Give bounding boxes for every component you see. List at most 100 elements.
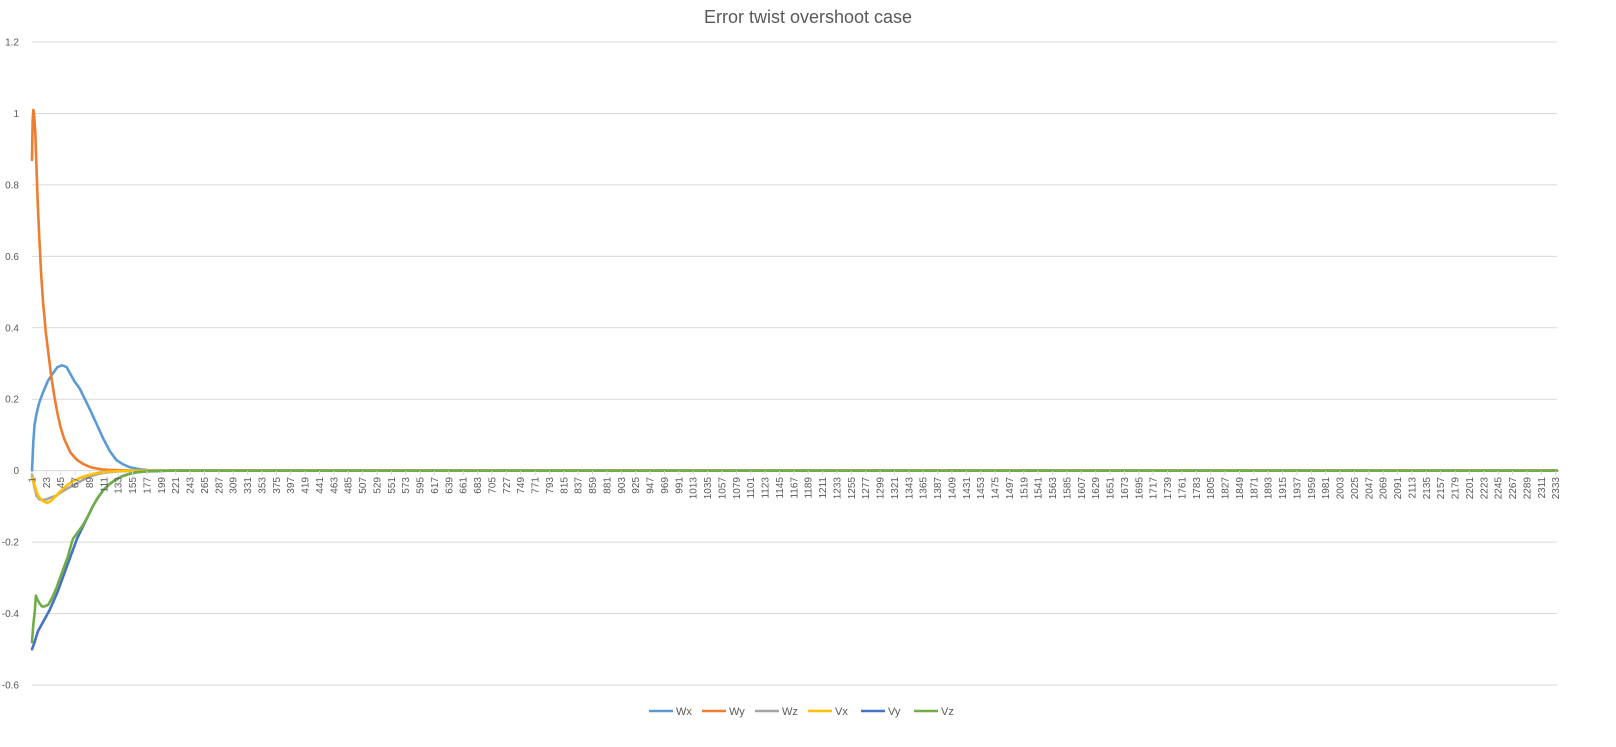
x-tick-label: 1717 (1149, 477, 1160, 500)
x-tick-label: 705 (487, 477, 498, 494)
x-tick-label: 595 (416, 477, 427, 494)
legend-label: Wx (676, 706, 692, 718)
x-tick-label: 2179 (1451, 477, 1462, 500)
x-tick-label: 573 (401, 477, 412, 494)
x-tick-label: 133 (114, 477, 125, 494)
x-tick-label: 2047 (1364, 477, 1375, 500)
x-tick-label: 265 (200, 477, 211, 494)
x-tick-label: 2025 (1350, 477, 1361, 500)
x-tick-label: 1761 (1177, 477, 1188, 500)
x-tick-label: 903 (617, 477, 628, 494)
x-axis-tick-labels: 1 23 45 67 89 111 133 155 177 199 221 243 265 287 309 3… (28, 471, 1562, 500)
series-line-vz (30, 469, 1559, 644)
x-tick-label: 925 (631, 477, 642, 494)
x-tick-label: 1541 (1034, 477, 1045, 500)
x-tick-label: 1299 (876, 477, 887, 500)
x-tick-label: 1321 (890, 477, 901, 500)
x-tick-label: 419 (301, 477, 312, 494)
x-tick-label: 1453 (976, 477, 987, 500)
x-tick-label: 1277 (861, 477, 872, 500)
x-tick-label: 1805 (1206, 477, 1217, 500)
x-tick-label: 969 (660, 477, 671, 494)
x-tick-label: 617 (430, 477, 441, 494)
legend: Wx Wy Wz Vx Vy Vz (649, 706, 954, 718)
legend-item-wx: Wx (649, 706, 692, 718)
x-tick-label: 1365 (919, 477, 930, 500)
x-tick-label: 1849 (1235, 477, 1246, 500)
legend-item-vy: Vy (861, 706, 901, 718)
series-line-wy (30, 108, 1559, 472)
y-tick-label: -0.4 (2, 609, 20, 620)
chart-title: Error twist overshoot case (704, 7, 912, 27)
x-tick-label: 23 (42, 477, 53, 489)
x-tick-label: 1981 (1321, 477, 1332, 500)
x-tick-label: 1409 (947, 477, 958, 500)
x-tick-label: 1607 (1077, 477, 1088, 500)
x-tick-label: 1893 (1264, 477, 1275, 500)
legend-item-vz: Vz (914, 706, 954, 718)
y-tick-label: 1.2 (5, 38, 19, 49)
x-tick-label: 2113 (1407, 477, 1418, 499)
x-tick-label: 1057 (717, 477, 728, 500)
y-tick-label: 0 (13, 466, 19, 477)
x-tick-label: 375 (272, 477, 283, 494)
x-tick-label: 485 (344, 477, 355, 494)
y-tick-label: 0.6 (5, 252, 19, 263)
x-tick-label: 1695 (1134, 477, 1145, 500)
y-tick-label: 1 (13, 109, 19, 120)
x-tick-label: 155 (128, 477, 139, 494)
x-tick-label: 507 (358, 477, 369, 494)
x-tick-label: 177 (142, 477, 153, 494)
x-tick-label: 1871 (1249, 477, 1260, 500)
x-tick-label: 111 (99, 477, 110, 493)
x-tick-label: 287 (214, 477, 225, 494)
legend-item-vx: Vx (808, 706, 848, 718)
x-tick-label: 2157 (1436, 477, 1447, 500)
x-tick-label: 727 (502, 477, 513, 494)
x-tick-label: 199 (157, 477, 168, 494)
x-tick-label: 551 (387, 477, 398, 494)
x-tick-label: 243 (186, 477, 197, 494)
x-tick-label: 2267 (1508, 477, 1519, 500)
x-tick-label: 463 (329, 477, 340, 494)
legend-item-wz: Wz (755, 706, 798, 718)
x-tick-label: 661 (459, 477, 470, 494)
legend-label: Vy (888, 706, 901, 718)
x-tick-label: 2201 (1465, 477, 1476, 500)
x-tick-label: 441 (315, 477, 326, 494)
x-tick-label: 89 (85, 477, 96, 489)
x-tick-label: 1167 (789, 477, 800, 499)
y-tick-label: -0.6 (2, 681, 20, 692)
x-tick-label: 1739 (1163, 477, 1174, 500)
x-tick-label: 1915 (1278, 477, 1289, 500)
x-tick-label: 947 (646, 477, 657, 494)
legend-label: Vx (835, 706, 848, 718)
x-tick-label: 1 (28, 477, 39, 483)
x-tick-label: 683 (473, 477, 484, 494)
x-tick-label: 2135 (1422, 477, 1433, 500)
x-tick-label: 1497 (1005, 477, 1016, 500)
x-tick-label: 1651 (1106, 477, 1117, 500)
x-tick-label: 1937 (1292, 477, 1303, 500)
x-tick-label: 1563 (1048, 477, 1059, 500)
x-tick-label: 2003 (1336, 477, 1347, 500)
x-tick-label: 1101 (746, 477, 757, 499)
x-tick-label: 1629 (1091, 477, 1102, 500)
x-tick-label: 397 (286, 477, 297, 494)
x-tick-label: 529 (372, 477, 383, 494)
x-tick-label: 1035 (703, 477, 714, 500)
x-tick-label: 815 (559, 477, 570, 494)
series-line-wx (30, 363, 1559, 472)
x-tick-label: 1189 (804, 477, 815, 499)
x-tick-label: 793 (545, 477, 556, 494)
legend-label: Wz (782, 706, 798, 718)
series-lines (30, 108, 1559, 651)
legend-item-wy: Wy (702, 706, 745, 718)
x-tick-label: 1255 (847, 477, 858, 500)
x-tick-label: 1585 (1062, 477, 1073, 500)
x-tick-label: 2069 (1379, 477, 1390, 500)
y-tick-label: -0.2 (2, 538, 20, 549)
x-tick-label: 2333 (1551, 477, 1562, 500)
x-tick-label: 67 (71, 477, 82, 489)
